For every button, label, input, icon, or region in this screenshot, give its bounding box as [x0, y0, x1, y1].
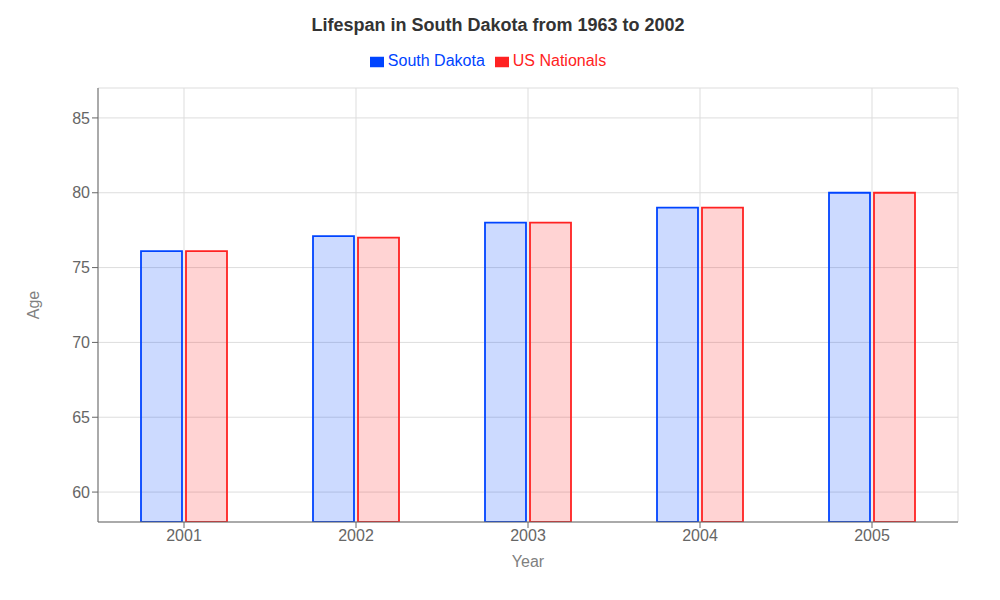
svg-text:Year: Year: [512, 553, 545, 570]
html-text:Lifespan in South Dakota from: Lifespan in South Dakota from 1963 to 20…: [311, 15, 685, 35]
html-text:South Dakota: South Dakota: [387, 52, 485, 69]
svg-text:60: 60: [72, 484, 90, 501]
html-text:US Nationals: US Nationals: [512, 52, 607, 69]
svg-text:75: 75: [72, 259, 90, 276]
svg-text:2003: 2003: [510, 527, 546, 544]
svg-text:2002: 2002: [338, 527, 374, 544]
svg-text:80: 80: [72, 184, 90, 201]
svg-text:2005: 2005: [854, 527, 890, 544]
svg-text:70: 70: [72, 334, 90, 351]
svg-text:2001: 2001: [166, 527, 202, 544]
svg-text:85: 85: [72, 110, 90, 127]
svg-text:2004: 2004: [682, 527, 718, 544]
svg-text:Age: Age: [25, 291, 42, 320]
svg-text:65: 65: [72, 409, 90, 426]
